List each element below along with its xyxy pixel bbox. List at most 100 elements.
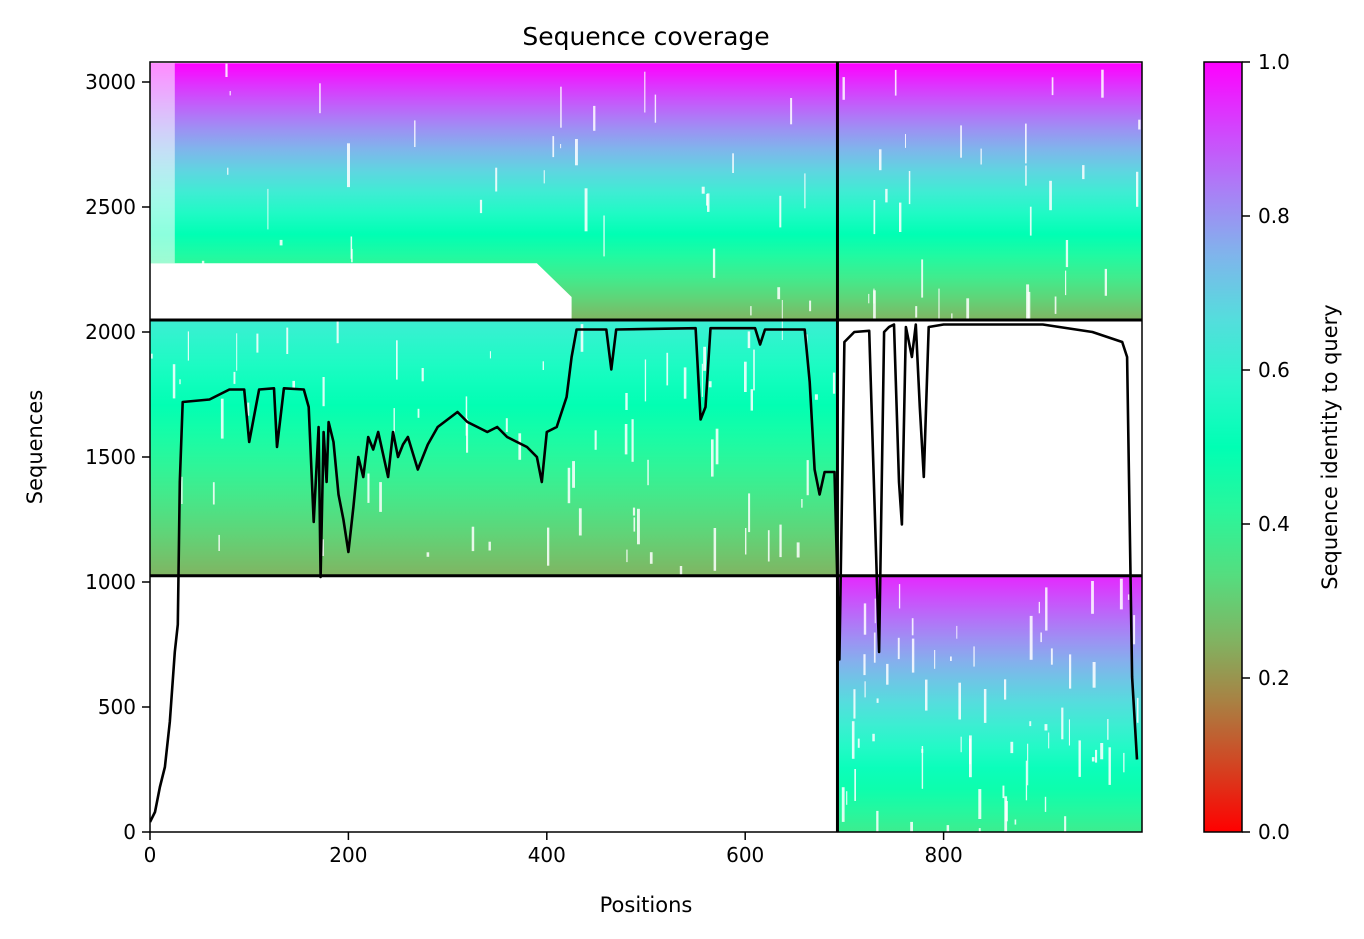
plot-area xyxy=(150,62,1142,832)
coverage-gap xyxy=(899,202,902,232)
coverage-gap xyxy=(1091,757,1095,762)
coverage-line xyxy=(150,323,1139,823)
coverage-gap xyxy=(631,419,634,462)
coverage-gap xyxy=(1010,741,1014,754)
y-tick-label: 500 xyxy=(98,695,136,719)
coverage-gap xyxy=(624,424,628,455)
coverage-gap xyxy=(874,598,876,624)
coverage-gap xyxy=(879,149,882,171)
uncovered-margin xyxy=(150,63,175,264)
coverage-gap xyxy=(779,195,782,228)
coverage-gap xyxy=(983,689,987,723)
coverage-gap xyxy=(1069,654,1072,689)
coverage-gap xyxy=(863,654,866,676)
coverage-gap xyxy=(233,371,236,384)
colorbar-tick-label: 0.8 xyxy=(1258,204,1290,228)
coverage-gap xyxy=(1038,601,1040,614)
coverage-gap xyxy=(683,367,687,399)
coverage-gap xyxy=(322,377,325,407)
coverage-gap xyxy=(732,153,734,173)
coverage-gap xyxy=(580,324,584,352)
coverage-gap xyxy=(575,139,578,166)
coverage-gap xyxy=(779,524,782,558)
coverage-gap xyxy=(958,682,961,720)
chart-title: Sequence coverage xyxy=(522,22,769,51)
coverage-gap xyxy=(1123,752,1125,773)
coverage-gap xyxy=(578,508,582,536)
coverage-gap xyxy=(857,738,860,748)
coverage-gap xyxy=(417,408,420,418)
coverage-gap xyxy=(969,735,972,778)
x-tick-label: 400 xyxy=(528,843,566,867)
coverage-gap xyxy=(966,298,970,330)
colorbar-tick-label: 0.6 xyxy=(1258,358,1290,382)
coverage-gap xyxy=(960,736,962,753)
coverage-gap xyxy=(1051,77,1054,96)
coverage-gap xyxy=(1136,171,1139,207)
coverage-gap xyxy=(633,517,636,532)
colorbar-tick-label: 1.0 xyxy=(1258,50,1290,74)
coverage-gap xyxy=(806,460,809,496)
coverage-gap xyxy=(505,418,508,432)
coverage-gap xyxy=(421,368,424,382)
coverage-gap xyxy=(701,363,703,397)
y-axis-label: Sequences xyxy=(23,390,47,505)
coverage-gap xyxy=(956,625,958,639)
coverage-gap xyxy=(744,361,747,392)
coverage-gap xyxy=(748,493,751,533)
coverage-gap xyxy=(876,698,879,703)
coverage-gap xyxy=(910,821,913,832)
colorbar-gradient xyxy=(1203,61,1243,833)
coverage-gap xyxy=(868,293,870,304)
coverage-gap xyxy=(1029,721,1032,727)
coverage-gap xyxy=(560,144,562,149)
plot-frame xyxy=(149,61,1143,833)
coverage-gap xyxy=(846,791,848,805)
coverage-gap xyxy=(777,287,781,300)
coverage-gap xyxy=(750,306,752,316)
x-tick-label: 200 xyxy=(329,843,367,867)
coverage-gap xyxy=(885,188,888,203)
coverage-gap xyxy=(649,552,653,564)
coverage-gap xyxy=(707,193,710,212)
y-tick-label: 0 xyxy=(123,820,136,844)
coverage-gap xyxy=(319,83,321,114)
coverage-gap xyxy=(637,508,640,545)
coverage-gap xyxy=(1026,284,1030,327)
coverage-gap xyxy=(1025,760,1028,801)
coverage-gap xyxy=(1107,719,1109,740)
x-axis: 0 200 400 600 800 xyxy=(144,832,963,867)
coverage-gap xyxy=(908,171,911,205)
coverage-gap xyxy=(465,396,468,436)
coverage-gap xyxy=(466,418,469,453)
x-tick-label: 600 xyxy=(726,843,764,867)
coverage-gap xyxy=(488,541,491,551)
coverage-gap xyxy=(801,499,803,508)
coverage-gap xyxy=(905,134,906,148)
coverage-gap xyxy=(1002,785,1005,799)
coverage-gap xyxy=(864,681,866,698)
coverage-gap xyxy=(1050,648,1053,665)
coverage-gap xyxy=(396,340,398,380)
coverage-gap xyxy=(1100,743,1104,760)
coverage-gap xyxy=(279,239,283,246)
coverage-gap xyxy=(426,552,430,557)
coverage-gap xyxy=(790,98,793,125)
coverage-gap xyxy=(603,215,605,257)
coverage-gap xyxy=(321,539,324,556)
coverage-gap xyxy=(938,288,940,326)
coverage-gap xyxy=(495,167,498,192)
coverage-gap xyxy=(236,333,238,371)
coverage-gap xyxy=(915,306,918,318)
coverage-gap xyxy=(584,188,588,232)
coverage-gap xyxy=(951,313,953,355)
coverage-gap xyxy=(1138,119,1141,130)
coverage-gap xyxy=(267,188,269,230)
coverage-gap xyxy=(218,534,220,551)
coverage-gap xyxy=(898,584,901,609)
coverage-gap xyxy=(593,105,596,131)
coverage-gap xyxy=(471,526,475,552)
coverage-gap xyxy=(489,351,491,359)
coverage-gap xyxy=(247,402,250,416)
